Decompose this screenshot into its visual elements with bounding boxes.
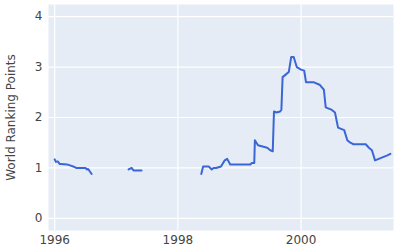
svg-text:0: 0	[35, 211, 43, 225]
svg-text:World Ranking Points: World Ranking Points	[4, 54, 18, 181]
svg-text:3: 3	[35, 60, 43, 74]
svg-text:1996: 1996	[39, 233, 70, 247]
svg-text:1: 1	[35, 161, 43, 175]
svg-text:4: 4	[35, 9, 43, 23]
svg-text:2000: 2000	[286, 233, 317, 247]
svg-text:1998: 1998	[163, 233, 194, 247]
svg-text:2: 2	[35, 110, 43, 124]
